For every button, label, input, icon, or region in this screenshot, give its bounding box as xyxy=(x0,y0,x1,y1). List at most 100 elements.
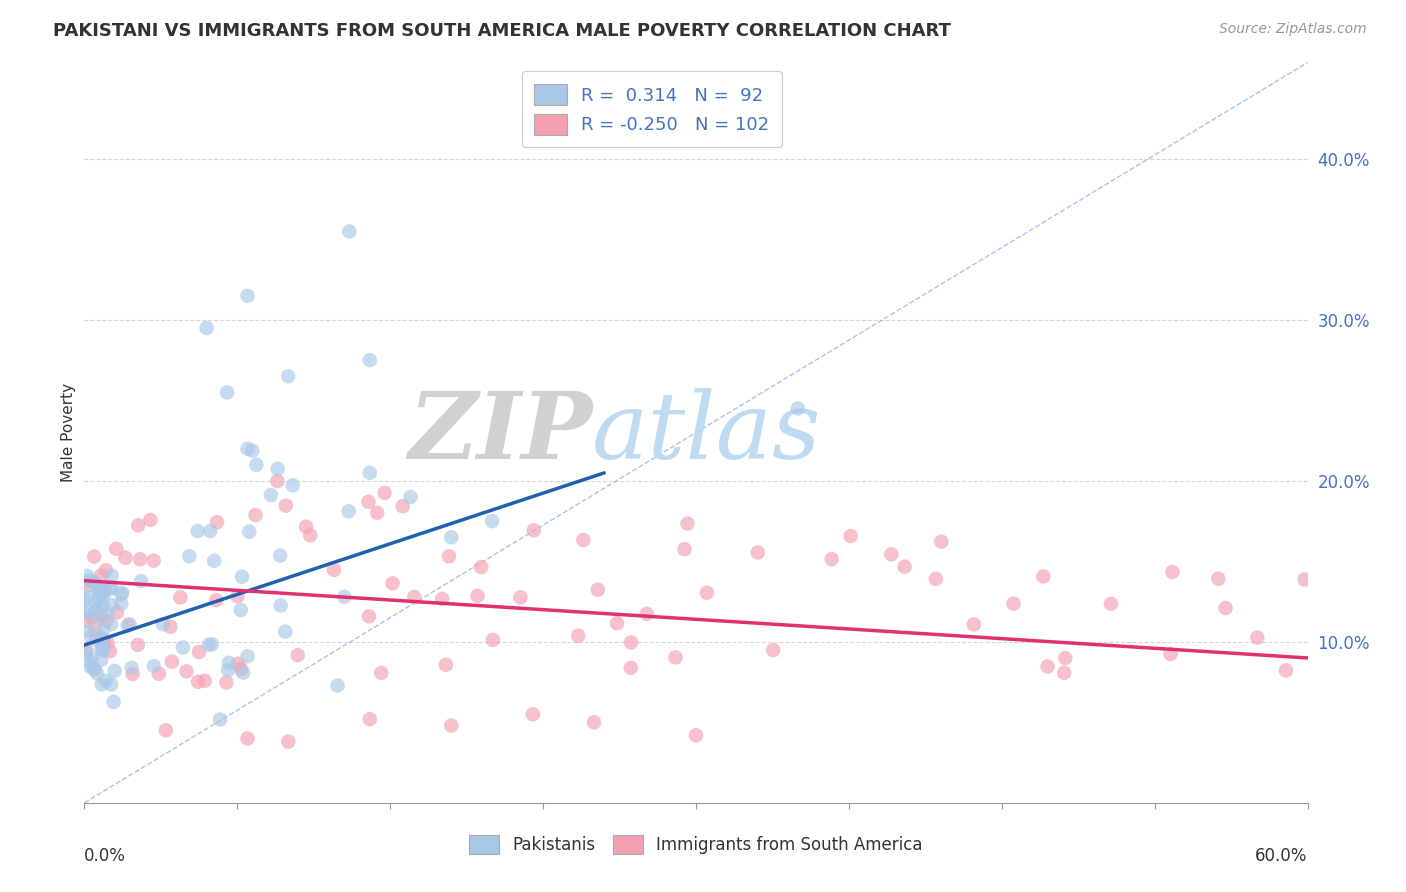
Point xyxy=(266,462,288,476)
Point xyxy=(110,597,132,611)
Point xyxy=(117,618,139,632)
Point xyxy=(169,591,191,605)
Point xyxy=(1002,597,1025,611)
Point xyxy=(80,651,103,665)
Point xyxy=(606,616,628,631)
Point xyxy=(217,663,239,677)
Point xyxy=(373,486,395,500)
Point xyxy=(366,506,388,520)
Point xyxy=(129,574,152,589)
Point xyxy=(333,590,356,604)
Point xyxy=(260,488,283,502)
Point xyxy=(434,657,457,672)
Point xyxy=(269,549,291,563)
Point xyxy=(245,508,267,522)
Point xyxy=(523,524,546,538)
Point xyxy=(90,677,112,691)
Point xyxy=(586,582,609,597)
Point xyxy=(127,518,149,533)
Point xyxy=(98,582,121,597)
Point xyxy=(105,605,128,619)
Point xyxy=(226,657,249,671)
Point xyxy=(202,554,225,568)
Point xyxy=(620,661,643,675)
Point xyxy=(266,474,288,488)
Point xyxy=(231,570,253,584)
Point xyxy=(98,644,121,658)
Point xyxy=(236,442,259,456)
Point xyxy=(236,289,259,303)
Point xyxy=(197,638,219,652)
Point xyxy=(437,549,460,564)
Point xyxy=(93,632,115,647)
Point xyxy=(103,695,125,709)
Point xyxy=(218,656,240,670)
Point xyxy=(96,636,118,650)
Point xyxy=(172,640,194,655)
Point xyxy=(323,563,346,577)
Point xyxy=(217,385,239,400)
Point xyxy=(232,665,254,680)
Point xyxy=(215,675,238,690)
Point xyxy=(277,369,299,384)
Point xyxy=(636,607,658,621)
Text: PAKISTANI VS IMMIGRANTS FROM SOUTH AMERICA MALE POVERTY CORRELATION CHART: PAKISTANI VS IMMIGRANTS FROM SOUTH AMERI… xyxy=(53,22,952,40)
Point xyxy=(1275,664,1298,678)
Point xyxy=(142,554,165,568)
Point xyxy=(1099,597,1122,611)
Point xyxy=(277,734,299,748)
Point xyxy=(839,529,862,543)
Point xyxy=(86,666,108,681)
Point xyxy=(1053,665,1076,680)
Point xyxy=(205,593,228,607)
Point xyxy=(467,589,489,603)
Point xyxy=(339,224,361,238)
Point xyxy=(176,665,198,679)
Point xyxy=(94,563,117,577)
Point xyxy=(370,665,392,680)
Point xyxy=(399,490,422,504)
Point xyxy=(100,617,122,632)
Point xyxy=(76,654,98,668)
Point xyxy=(208,713,231,727)
Point xyxy=(90,586,112,600)
Point xyxy=(83,575,105,590)
Point xyxy=(187,674,209,689)
Point xyxy=(90,568,112,582)
Point xyxy=(245,458,267,472)
Point xyxy=(155,723,177,738)
Point xyxy=(75,614,97,628)
Point xyxy=(152,617,174,632)
Point xyxy=(96,614,118,628)
Point xyxy=(91,589,114,603)
Point xyxy=(160,655,183,669)
Point xyxy=(229,662,252,676)
Point xyxy=(685,728,707,742)
Point xyxy=(337,504,360,518)
Point xyxy=(201,637,224,651)
Text: 0.0%: 0.0% xyxy=(84,847,127,865)
Point xyxy=(90,653,112,667)
Point xyxy=(963,617,986,632)
Point xyxy=(295,519,318,533)
Point xyxy=(121,667,143,681)
Point xyxy=(205,515,228,529)
Point xyxy=(77,578,100,592)
Point xyxy=(75,645,97,659)
Point xyxy=(359,466,381,480)
Point xyxy=(100,677,122,691)
Point xyxy=(80,574,103,588)
Point xyxy=(83,549,105,564)
Point xyxy=(139,513,162,527)
Point xyxy=(187,524,209,538)
Point xyxy=(1161,565,1184,579)
Point xyxy=(100,568,122,582)
Point xyxy=(522,707,544,722)
Point xyxy=(359,712,381,726)
Legend: Pakistanis, Immigrants from South America: Pakistanis, Immigrants from South Americ… xyxy=(463,829,929,861)
Point xyxy=(357,495,380,509)
Point xyxy=(90,609,112,624)
Point xyxy=(89,599,111,613)
Point xyxy=(747,545,769,559)
Point xyxy=(236,731,259,746)
